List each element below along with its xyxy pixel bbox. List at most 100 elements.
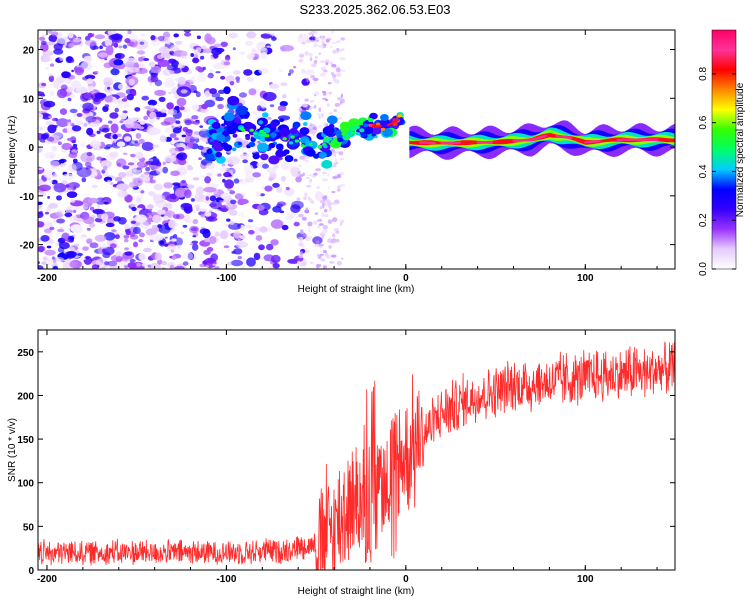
noise-blob xyxy=(129,258,136,263)
noise-blob xyxy=(327,219,333,224)
noise-blob xyxy=(331,30,334,35)
noise-blob xyxy=(246,53,255,60)
noise-blob xyxy=(338,151,344,156)
noise-blob xyxy=(326,199,331,202)
noise-blob xyxy=(320,258,326,262)
noise-blob xyxy=(192,243,199,251)
noise-blob xyxy=(99,45,103,49)
noise-blob xyxy=(333,162,337,168)
noise-blob xyxy=(61,71,70,79)
noise-blob xyxy=(100,243,108,249)
noise-blob xyxy=(336,117,343,120)
noise-blob xyxy=(341,257,344,260)
noise-blob xyxy=(46,136,55,142)
noise-blob xyxy=(301,41,306,45)
noise-blob xyxy=(76,113,83,117)
noise-blob xyxy=(252,110,261,116)
noise-blob xyxy=(233,178,240,184)
ridge-hotspot xyxy=(512,134,547,143)
noise-blob xyxy=(322,225,328,230)
noise-blob xyxy=(100,59,104,63)
noise-blob xyxy=(275,186,283,193)
y-tick-label: 150 xyxy=(17,435,34,446)
noise-blob xyxy=(307,221,313,227)
noise-blob xyxy=(329,261,335,264)
y-tick-label: -10 xyxy=(20,192,35,203)
noise-blob xyxy=(174,223,179,227)
noise-blob xyxy=(258,244,265,251)
noise-blob xyxy=(192,235,196,238)
noise-blob xyxy=(128,181,139,189)
ridge-blob xyxy=(382,128,393,137)
noise-blob xyxy=(298,236,304,240)
noise-blob xyxy=(329,61,333,65)
noise-blob xyxy=(104,261,110,266)
ridge-node xyxy=(368,123,373,127)
noise-blob xyxy=(42,50,54,56)
noise-blob xyxy=(279,82,288,86)
noise-blob xyxy=(182,252,194,261)
noise-blob xyxy=(322,97,327,101)
ridge-blob xyxy=(363,126,374,135)
ridge-blob xyxy=(259,136,266,142)
noise-blob xyxy=(41,134,49,140)
noise-blob xyxy=(68,152,78,159)
noise-blob xyxy=(336,188,341,192)
noise-blob xyxy=(306,235,309,241)
noise-blob xyxy=(56,118,69,128)
noise-blob xyxy=(110,123,119,134)
noise-blob xyxy=(184,119,192,126)
noise-blob xyxy=(293,66,297,69)
noise-blob xyxy=(141,263,149,267)
ridge-node xyxy=(261,133,266,137)
noise-blob xyxy=(248,230,255,235)
noise-blob xyxy=(150,65,162,74)
noise-blob xyxy=(280,175,286,182)
noise-blob xyxy=(110,68,120,76)
x-tick-label: 0 xyxy=(403,273,409,284)
noise-blob xyxy=(107,30,117,36)
noise-blob xyxy=(67,97,72,102)
noise-blob xyxy=(166,244,177,252)
noise-blob xyxy=(89,206,95,211)
noise-blob xyxy=(124,38,131,44)
ridge-blob xyxy=(268,142,276,149)
noise-blob xyxy=(214,183,219,188)
ridge-node xyxy=(341,132,346,136)
noise-blob xyxy=(312,220,318,225)
noise-blob xyxy=(66,251,76,259)
noise-blob xyxy=(255,230,259,233)
noise-blob xyxy=(251,48,256,51)
noise-blob xyxy=(335,230,340,234)
ridge-blob xyxy=(300,111,312,121)
noise-blob xyxy=(340,219,345,224)
noise-blob xyxy=(134,140,139,144)
noise-blob xyxy=(199,208,207,212)
noise-blob xyxy=(266,243,274,251)
noise-blob xyxy=(228,209,238,216)
noise-blob xyxy=(156,209,166,215)
noise-blob xyxy=(136,262,142,267)
noise-blob xyxy=(319,60,326,63)
noise-blob xyxy=(321,212,325,218)
noise-blob xyxy=(327,173,330,177)
noise-blob xyxy=(318,243,325,247)
noise-blob xyxy=(308,52,313,57)
noise-blob xyxy=(107,260,118,267)
noise-blob xyxy=(220,75,226,80)
noise-blob xyxy=(38,178,44,185)
noise-blob xyxy=(84,236,90,240)
noise-blob xyxy=(234,193,244,200)
noise-blob xyxy=(164,243,169,247)
ridge-blob xyxy=(262,112,269,118)
noise-blob xyxy=(296,97,300,102)
noise-blob xyxy=(312,132,316,136)
noise-blob xyxy=(228,174,232,177)
noise-blob xyxy=(158,96,166,102)
noise-blob xyxy=(149,234,164,242)
noise-blob xyxy=(183,30,192,33)
noise-blob xyxy=(48,202,59,209)
noise-blob xyxy=(143,115,149,120)
noise-blob xyxy=(217,103,224,110)
noise-blob xyxy=(201,103,208,110)
